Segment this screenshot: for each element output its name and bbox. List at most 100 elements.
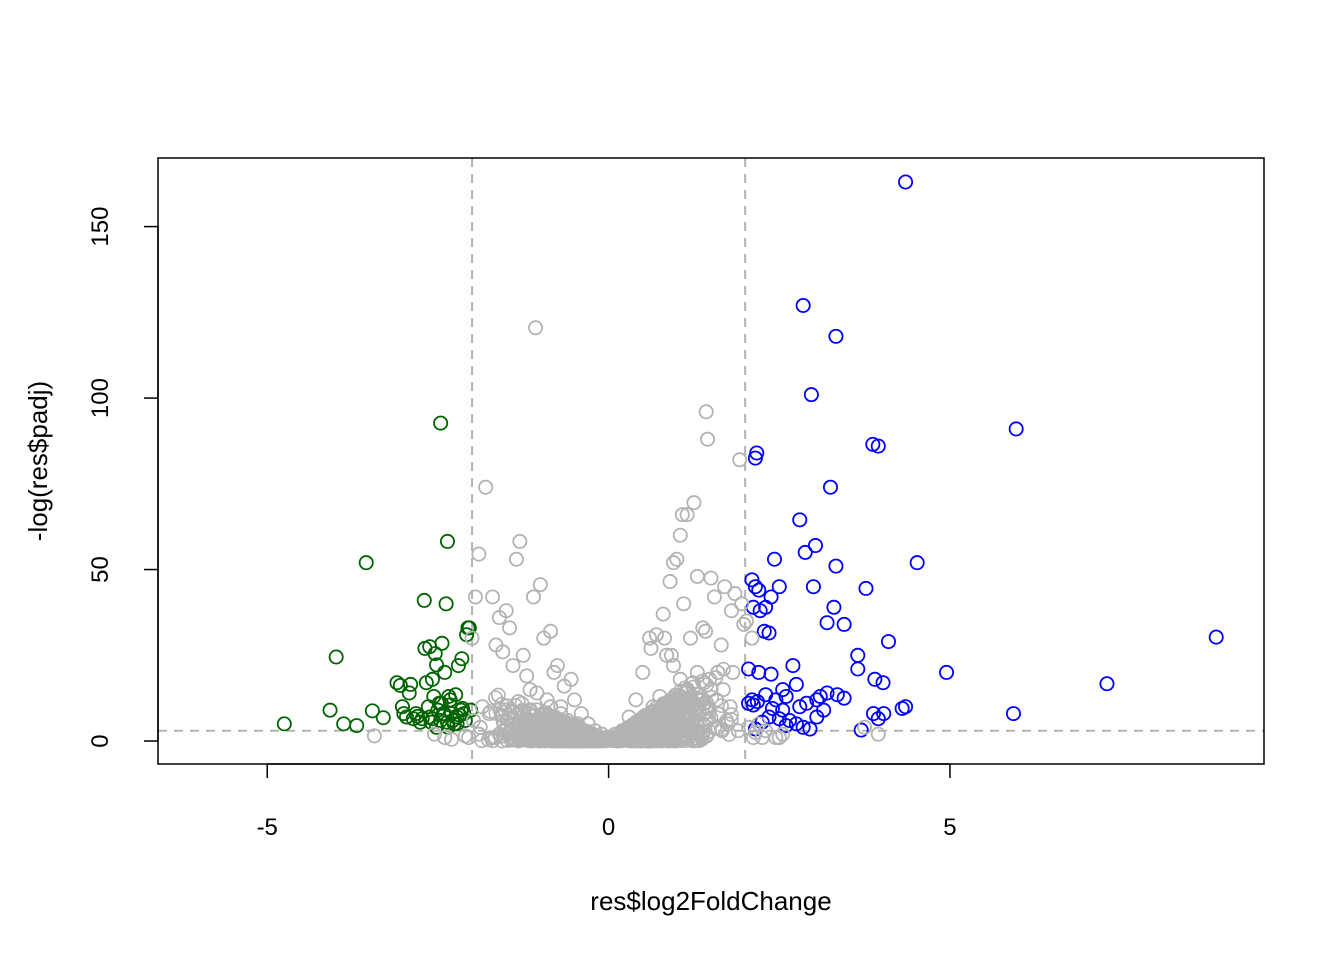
not-significant-point [471, 546, 487, 562]
not-significant-point [546, 664, 562, 680]
downregulated-point [375, 710, 391, 726]
not-significant-point [529, 702, 545, 718]
upregulated-point [744, 692, 760, 708]
not-significant-point [510, 694, 526, 709]
not-significant-point [665, 658, 681, 674]
not-significant-point [490, 687, 506, 703]
downregulated-point [434, 635, 450, 651]
not-significant-point [668, 709, 684, 725]
not-significant-point [556, 678, 572, 694]
not-significant-point [512, 533, 528, 549]
not-significant-point [520, 731, 536, 747]
upregulated-point [1008, 421, 1024, 437]
upregulated-point [795, 719, 811, 735]
not-significant-point [652, 688, 668, 704]
downregulated-point [424, 671, 440, 687]
not-significant-point [618, 726, 634, 742]
not-significant-point [577, 723, 593, 739]
upregulated-point [850, 661, 866, 677]
downregulated-point [349, 718, 365, 734]
not-significant-point [665, 555, 681, 571]
downregulated-point [461, 620, 477, 636]
not-significant-point [426, 726, 442, 742]
not-significant-point [659, 647, 675, 663]
upregulated-point [894, 700, 910, 716]
not-significant-point [536, 630, 552, 646]
not-significant-point [734, 596, 750, 612]
not-significant-point [645, 724, 661, 739]
not-significant-point [710, 720, 726, 736]
not-significant-point [536, 726, 552, 742]
y-tick-label: 50 [87, 556, 114, 583]
upregulated-point [747, 579, 763, 595]
upregulated-point [836, 690, 852, 706]
upregulated-point [758, 687, 774, 703]
not-significant-point [628, 692, 644, 708]
upregulated-point [812, 688, 828, 704]
upregulated-point [799, 695, 815, 711]
not-significant-point [553, 706, 569, 722]
not-significant-point [505, 731, 521, 747]
upregulated-point [747, 450, 763, 466]
not-significant-point [727, 586, 743, 602]
not-significant-point [689, 664, 705, 680]
upregulated-point [763, 666, 779, 682]
not-significant-point [611, 730, 627, 746]
downregulated-point [433, 695, 449, 711]
upregulated-point [788, 676, 804, 692]
not-significant-point [702, 671, 718, 687]
y-axis: 0 50 100 150 [87, 207, 159, 748]
upregulated-point [809, 709, 825, 725]
not-significant-point [679, 731, 695, 746]
downregulated-point [336, 716, 352, 732]
not-significant-point [513, 731, 529, 747]
x-tick-label: -5 [257, 814, 278, 841]
upregulated-point [803, 387, 819, 403]
not-significant-point [721, 726, 737, 742]
not-significant-point [519, 668, 535, 684]
not-significant-point [525, 589, 541, 605]
y-tick-label: 0 [87, 734, 114, 747]
not-significant-point [495, 644, 511, 660]
upregulated-point [751, 582, 767, 598]
downregulated-point [437, 706, 453, 722]
not-significant-point [444, 731, 460, 747]
x-axis-title: res$log2FoldChange [590, 886, 831, 916]
not-significant-point [679, 507, 695, 523]
not-significant-point [686, 495, 702, 511]
not-significant-point [487, 730, 503, 746]
downregulated-point [401, 685, 417, 701]
not-significant-point [481, 706, 497, 722]
not-significant-point [488, 706, 504, 721]
downregulated-point [438, 596, 454, 612]
not-significant-point [655, 606, 671, 622]
not-significant-point [465, 712, 481, 728]
upregulated-point [858, 580, 874, 596]
not-significant-point [607, 726, 623, 742]
not-significant-point [693, 692, 709, 708]
not-significant-point [464, 630, 480, 646]
not-significant-point [698, 728, 714, 744]
data-points [276, 174, 1224, 749]
not-significant-point [587, 723, 603, 739]
upregulated-point [775, 682, 791, 698]
upregulated-point [826, 599, 842, 615]
upregulated-point [881, 634, 897, 650]
not-significant-point [502, 620, 518, 636]
not-significant-point [528, 320, 544, 336]
not-significant-point [725, 664, 741, 680]
not-significant-point [560, 717, 576, 733]
not-significant-point [485, 589, 501, 605]
not-significant-point [674, 507, 690, 523]
not-significant-point [642, 630, 658, 646]
not-significant-point [672, 671, 688, 687]
not-significant-point [713, 637, 729, 653]
upregulated-point [802, 721, 818, 737]
not-significant-point [437, 730, 453, 746]
upregulated-point [771, 579, 787, 595]
downregulated-point [414, 711, 430, 727]
upregulated-point [778, 688, 794, 704]
not-significant-point [684, 716, 700, 732]
upregulated-point [822, 479, 838, 495]
